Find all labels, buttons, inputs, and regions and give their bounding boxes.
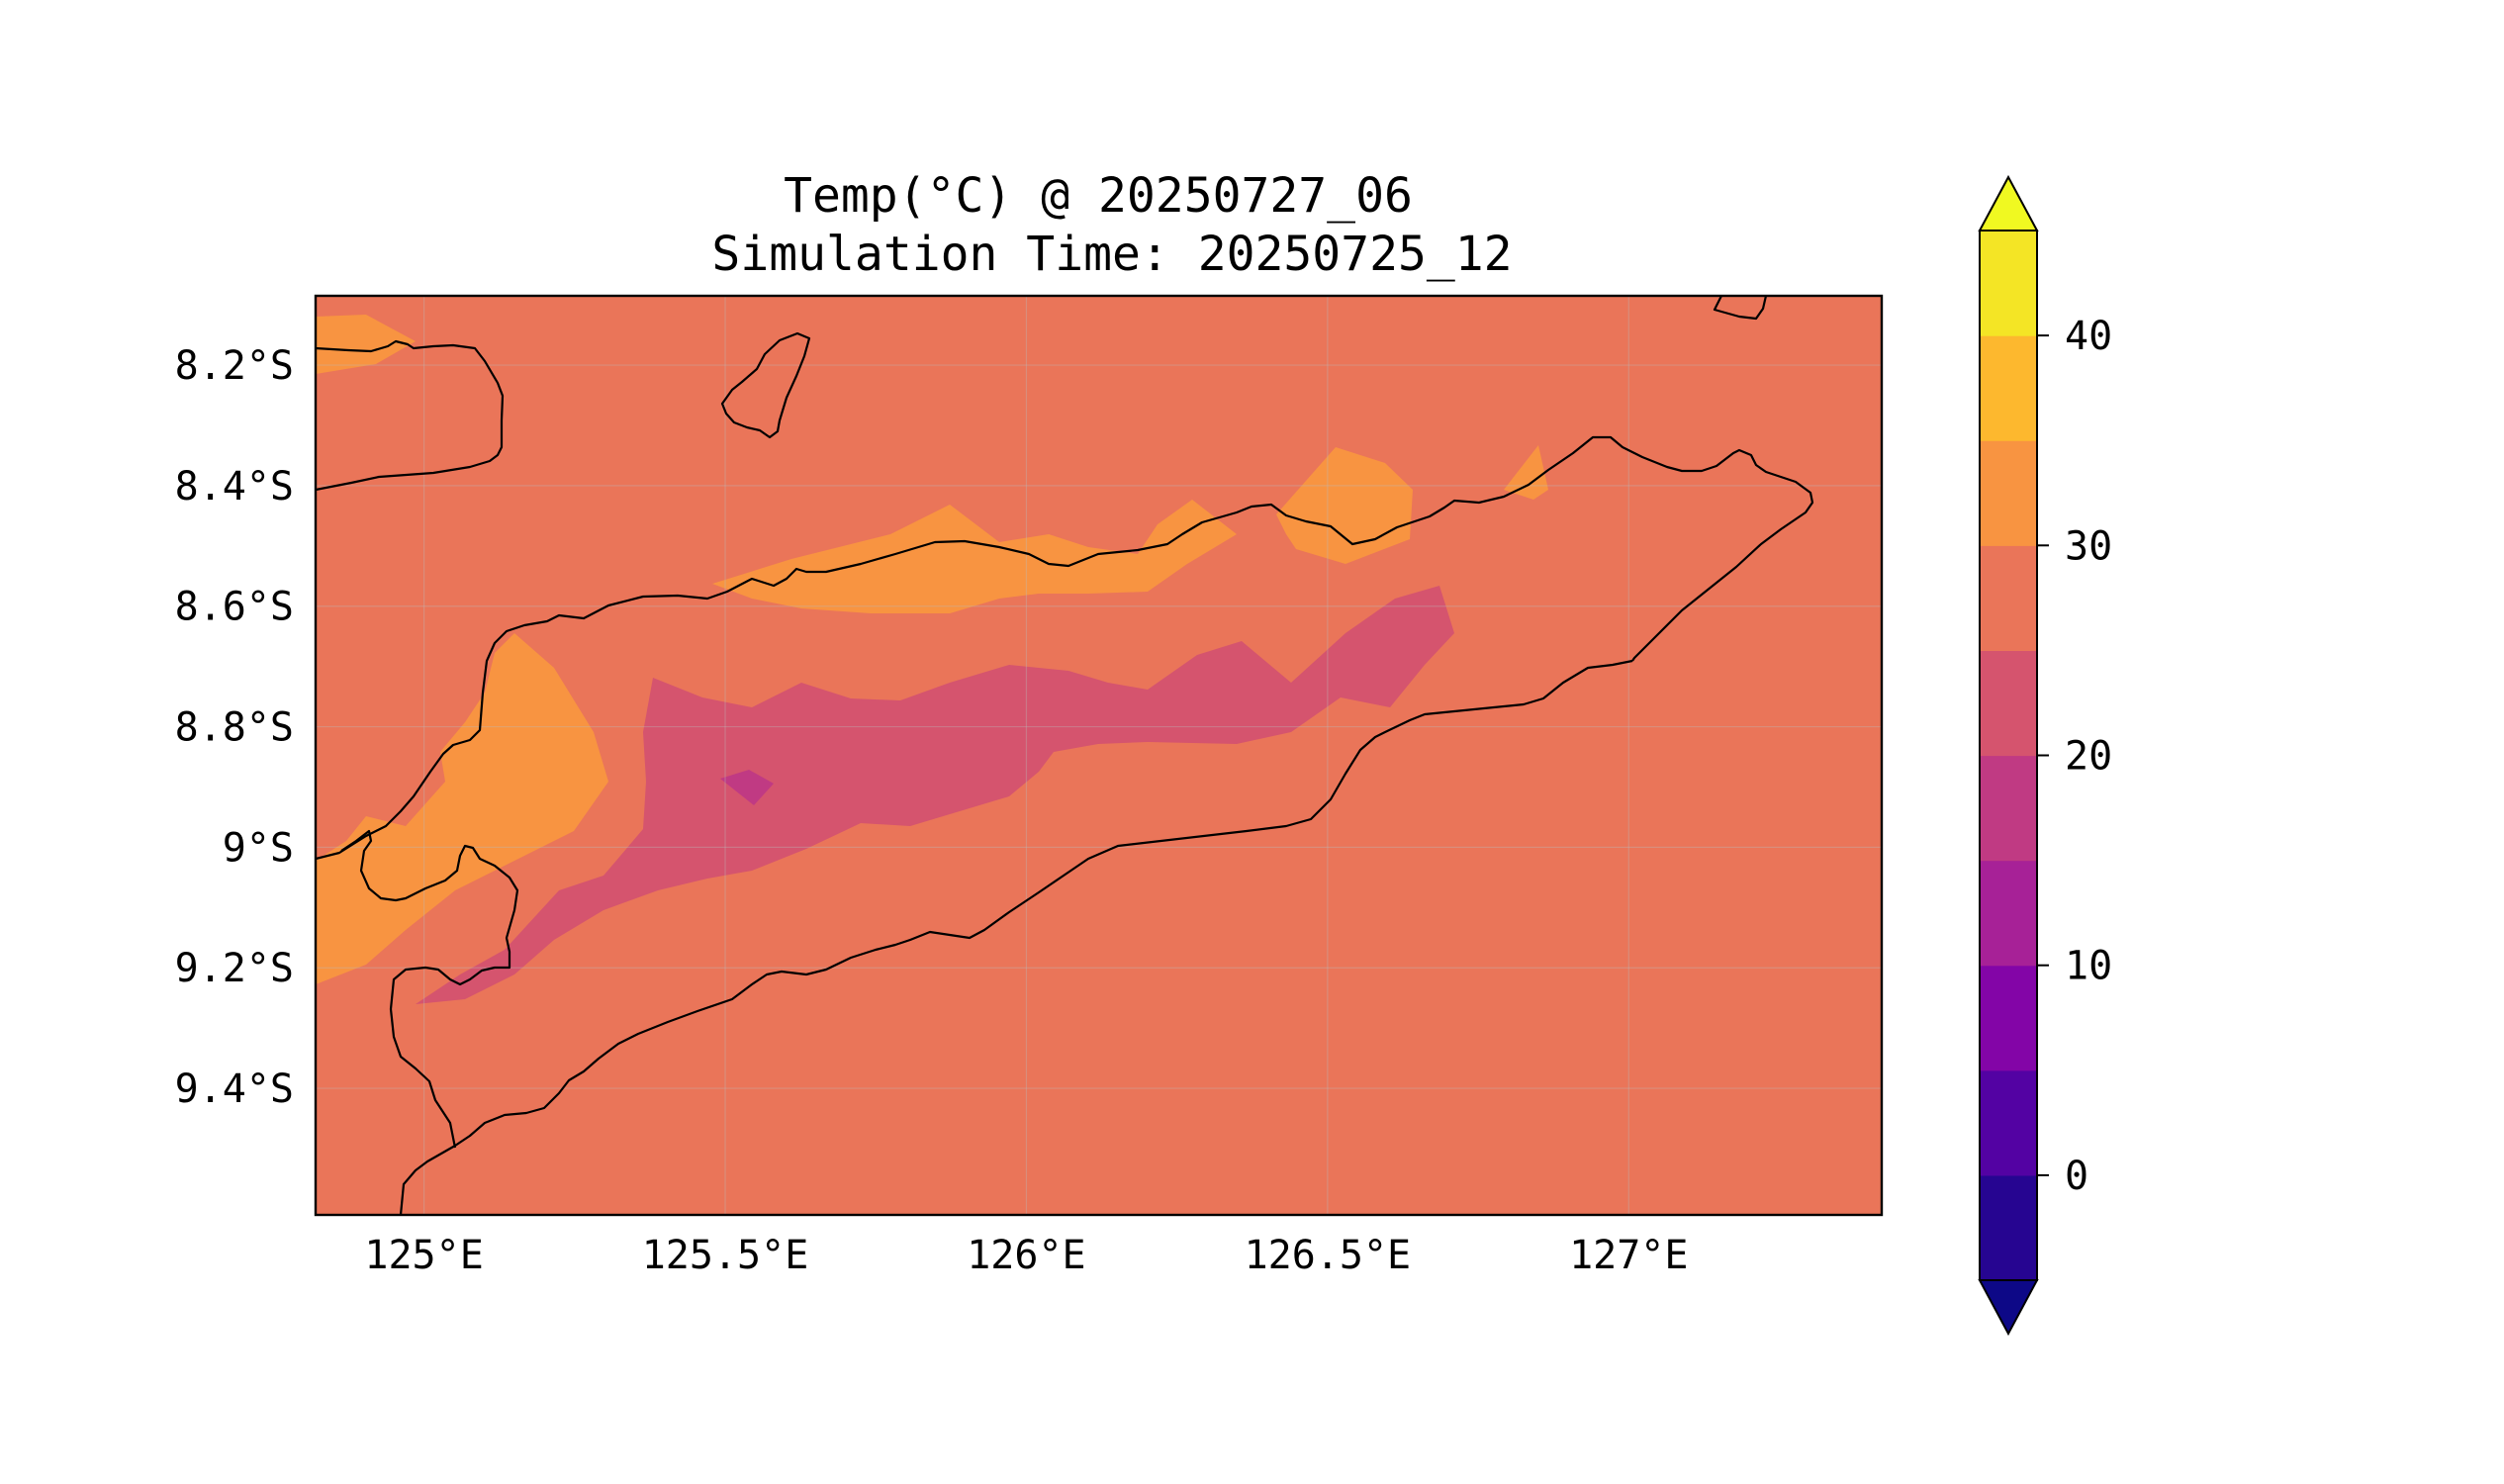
temperature-contour-30-35 xyxy=(316,315,416,374)
colorbar-segment xyxy=(1980,650,2037,757)
x-tick-label: 125.5°E xyxy=(642,1233,809,1278)
coastline-atauro-island xyxy=(720,331,811,439)
y-tick-label: 8.8°S xyxy=(175,705,294,751)
colorbar-tick-label: 10 xyxy=(2065,944,2112,989)
x-tick-label: 127°E xyxy=(1569,1233,1688,1278)
colorbar-under-arrow xyxy=(1978,1279,2039,1337)
x-tick-label: 125°E xyxy=(364,1233,483,1278)
y-tick-label: 8.4°S xyxy=(175,464,294,510)
x-tick-label: 126°E xyxy=(967,1233,1085,1278)
coastline-wetar-island xyxy=(1713,296,1768,321)
map-title: Temp(°C) @ 20250727_06 xyxy=(784,168,1413,224)
y-tick-label: 9°S xyxy=(223,825,294,871)
y-axis: 8.2°S 8.4°S 8.6°S 8.8°S 9°S 9.2°S 9.4°S xyxy=(175,343,294,1112)
coastline-timor-north xyxy=(316,435,1814,861)
map-gridlines xyxy=(316,296,1882,1215)
y-tick-label: 8.6°S xyxy=(175,585,294,630)
colorbar: 0 10 20 30 40 xyxy=(1978,174,2112,1337)
colorbar-segment xyxy=(1980,860,2037,967)
coastline-alor-island xyxy=(316,339,505,492)
colorbar-segment xyxy=(1980,231,2037,336)
colorbar-tick-label: 0 xyxy=(2065,1154,2088,1199)
colorbar-segment xyxy=(1980,755,2037,862)
y-tick-label: 9.2°S xyxy=(175,946,294,991)
colorbar-tick-label: 20 xyxy=(2065,734,2112,780)
y-tick-label: 9.4°S xyxy=(175,1067,294,1112)
coastline-timor-south xyxy=(399,659,1633,1215)
colorbar-segment xyxy=(1980,1069,2037,1176)
colorbar-segment xyxy=(1980,440,2037,546)
temperature-contour-30-35 xyxy=(316,633,608,984)
temperature-contour-30-35 xyxy=(712,500,1237,613)
map-panel xyxy=(314,294,1884,1217)
temperature-contour-15-20 xyxy=(720,770,774,805)
y-tick-label: 8.2°S xyxy=(175,343,294,389)
map-subtitle: Simulation Time: 20250725_12 xyxy=(711,227,1512,282)
colorbar-tick-label: 40 xyxy=(2065,314,2112,359)
x-tick-label: 126.5°E xyxy=(1245,1233,1412,1278)
map-frame xyxy=(314,294,1884,1217)
colorbar-over-arrow xyxy=(1978,174,2039,232)
temperature-contour-30-35 xyxy=(1504,445,1548,500)
coastline-oecusse xyxy=(340,829,519,1149)
colorbar-segment xyxy=(1980,335,2037,441)
colorbar-segment xyxy=(1980,965,2037,1071)
x-axis: 125°E 125.5°E 126°E 126.5°E 127°E xyxy=(364,1233,1688,1278)
colorbar-segment xyxy=(1980,1174,2037,1281)
colorbar-tick-label: 30 xyxy=(2065,523,2112,569)
colorbar-segment xyxy=(1980,545,2037,651)
temperature-contour-20-25 xyxy=(416,586,1454,1004)
temperature-contour-30-35 xyxy=(1276,447,1413,564)
coastlines xyxy=(316,296,1814,1215)
